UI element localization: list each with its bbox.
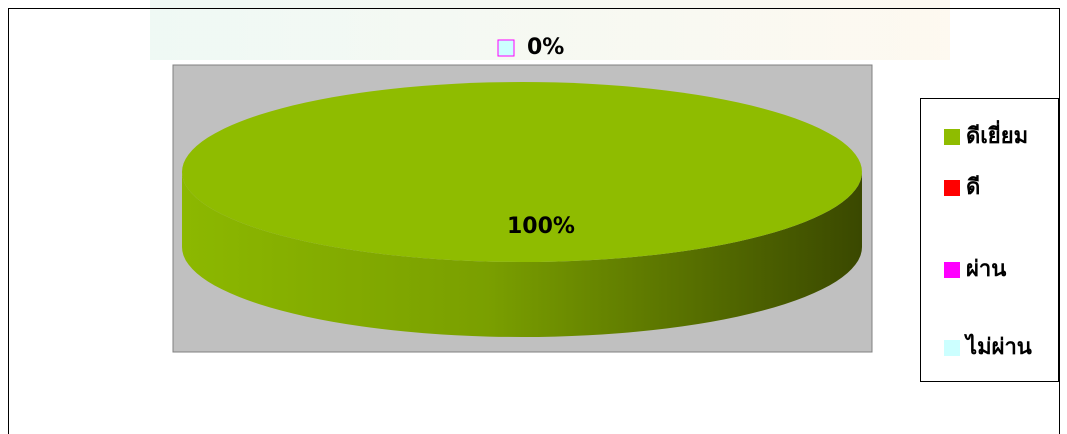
legend-label: ไม่ผ่าน bbox=[964, 333, 1032, 360]
legend-swatch bbox=[944, 262, 960, 278]
legend-label: ผ่าน bbox=[966, 257, 1006, 282]
legend-swatch bbox=[944, 340, 960, 356]
legend-label: ดีเยี่ยม bbox=[966, 119, 1028, 149]
legend bbox=[920, 98, 1059, 382]
legend-swatch bbox=[944, 180, 960, 196]
pie-side bbox=[182, 172, 862, 337]
chart-frame bbox=[8, 8, 1060, 434]
label-key bbox=[478, 219, 494, 235]
legend-label: ดี bbox=[966, 175, 980, 200]
pie-slice bbox=[182, 82, 862, 262]
data-label: 100% bbox=[507, 214, 575, 239]
watermark bbox=[150, 0, 950, 60]
legend-swatch bbox=[944, 129, 960, 145]
data-label: 0% bbox=[527, 35, 564, 60]
label-key bbox=[497, 39, 515, 57]
